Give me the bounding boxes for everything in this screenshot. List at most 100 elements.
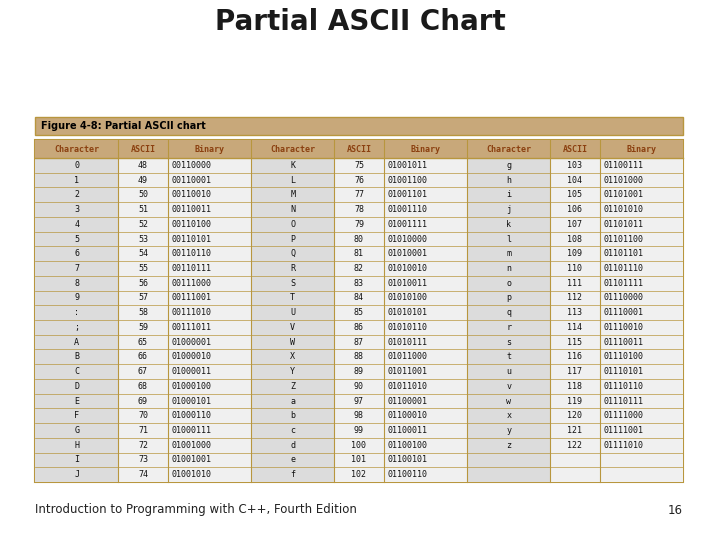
Text: f: f [290,470,295,479]
Text: 00110000: 00110000 [171,161,212,170]
FancyBboxPatch shape [467,364,551,379]
Text: 73: 73 [138,455,148,464]
Text: 16: 16 [668,503,683,516]
Text: u: u [506,367,511,376]
Text: 01110101: 01110101 [603,367,644,376]
Text: 01100101: 01100101 [387,455,428,464]
Text: I: I [74,455,79,464]
FancyBboxPatch shape [251,173,335,187]
FancyBboxPatch shape [35,305,683,320]
Text: Figure 4-8: Partial ASCII chart: Figure 4-8: Partial ASCII chart [41,121,206,131]
Text: 54: 54 [138,249,148,258]
Text: W: W [290,338,295,347]
Text: 101: 101 [351,455,366,464]
Text: 01011001: 01011001 [387,367,428,376]
FancyBboxPatch shape [251,261,335,276]
Text: 00110010: 00110010 [171,190,212,199]
Text: 104: 104 [567,176,582,185]
Text: P: P [290,234,295,244]
Text: 01010101: 01010101 [387,308,428,317]
Text: 89: 89 [354,367,364,376]
Text: 82: 82 [354,264,364,273]
Text: 110: 110 [567,264,582,273]
FancyBboxPatch shape [35,467,683,482]
Text: 00111011: 00111011 [171,323,212,332]
Text: 79: 79 [354,220,364,229]
FancyBboxPatch shape [35,438,683,453]
Text: 67: 67 [138,367,148,376]
Text: 01100100: 01100100 [387,441,428,450]
FancyBboxPatch shape [35,291,119,305]
Text: 117: 117 [567,367,582,376]
Text: 76: 76 [354,176,364,185]
Text: 00110110: 00110110 [171,249,212,258]
FancyBboxPatch shape [35,173,683,187]
Text: 01010110: 01010110 [387,323,428,332]
Text: 00110100: 00110100 [171,220,212,229]
FancyBboxPatch shape [35,158,683,173]
FancyBboxPatch shape [35,140,683,482]
Text: 01101100: 01101100 [603,234,644,244]
Text: 50: 50 [138,190,148,199]
Text: m: m [506,249,511,258]
Text: Binary: Binary [410,145,440,153]
Text: 01101001: 01101001 [603,190,644,199]
Text: F: F [74,411,79,420]
FancyBboxPatch shape [467,202,551,217]
Text: v: v [506,382,511,391]
Text: 6: 6 [74,249,79,258]
Text: 116: 116 [567,352,582,361]
Text: i: i [506,190,511,199]
Text: Partial ASCII Chart: Partial ASCII Chart [215,8,505,36]
FancyBboxPatch shape [35,261,119,276]
Text: s: s [506,338,511,347]
Text: 87: 87 [354,338,364,347]
Text: A: A [74,338,79,347]
FancyBboxPatch shape [251,335,335,349]
Text: 7: 7 [74,264,79,273]
FancyBboxPatch shape [35,379,119,394]
Text: 86: 86 [354,323,364,332]
FancyBboxPatch shape [35,202,683,217]
Text: 75: 75 [354,161,364,170]
FancyBboxPatch shape [467,438,551,453]
FancyBboxPatch shape [35,291,683,305]
Text: 111: 111 [567,279,582,288]
Text: 2: 2 [74,190,79,199]
FancyBboxPatch shape [35,320,119,335]
Text: 01110011: 01110011 [603,338,644,347]
FancyBboxPatch shape [35,320,683,335]
Text: ASCII: ASCII [346,145,372,153]
Text: 01110100: 01110100 [603,352,644,361]
Text: 01110010: 01110010 [603,323,644,332]
FancyBboxPatch shape [467,232,551,246]
Text: 01101110: 01101110 [603,264,644,273]
Text: n: n [506,264,511,273]
FancyBboxPatch shape [251,202,335,217]
Text: 88: 88 [354,352,364,361]
Text: 01100010: 01100010 [387,411,428,420]
Text: Introduction to Programming with C++, Fourth Edition: Introduction to Programming with C++, Fo… [35,503,357,516]
FancyBboxPatch shape [35,349,683,364]
Text: 00110011: 00110011 [171,205,212,214]
Text: 00111000: 00111000 [171,279,212,288]
Text: 01101000: 01101000 [603,176,644,185]
Text: ;: ; [74,323,79,332]
Text: 69: 69 [138,396,148,406]
Text: 00111001: 00111001 [171,293,212,302]
FancyBboxPatch shape [251,453,335,467]
Text: G: G [74,426,79,435]
FancyBboxPatch shape [467,423,551,438]
Text: U: U [290,308,295,317]
Text: 107: 107 [567,220,582,229]
Text: d: d [290,441,295,450]
FancyBboxPatch shape [35,187,119,202]
FancyBboxPatch shape [467,335,551,349]
Text: 52: 52 [138,220,148,229]
FancyBboxPatch shape [35,202,119,217]
Text: 01100001: 01100001 [387,396,428,406]
Text: 1: 1 [74,176,79,185]
Text: 01101011: 01101011 [603,220,644,229]
Text: 00110001: 00110001 [171,176,212,185]
Text: 53: 53 [138,234,148,244]
